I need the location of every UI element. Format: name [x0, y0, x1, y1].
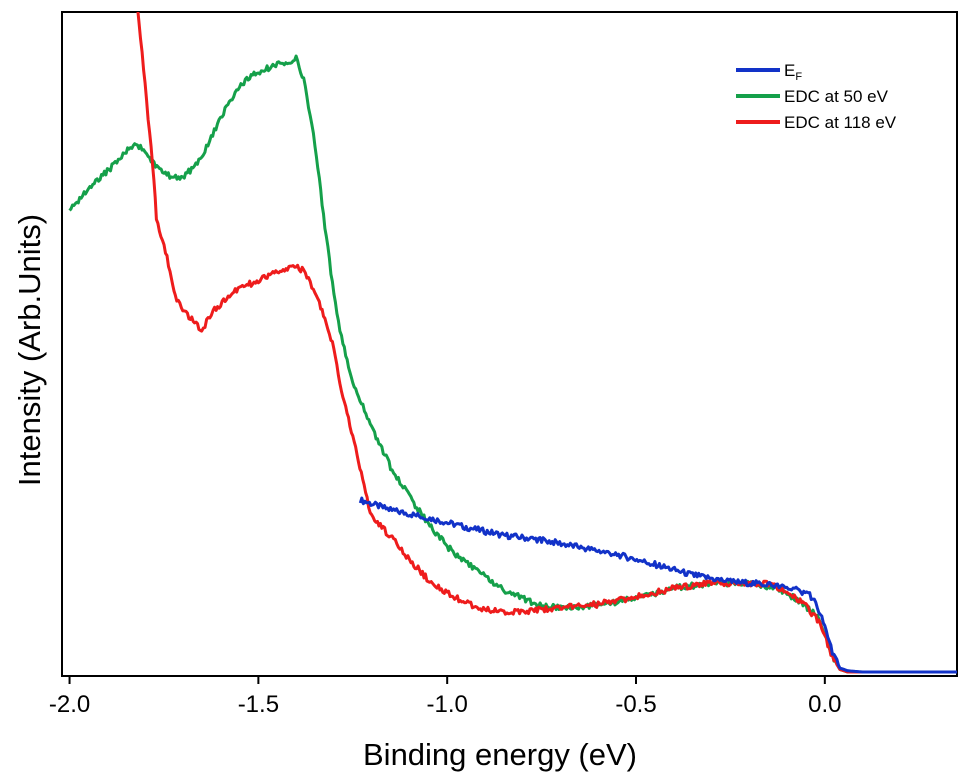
series-line-1 — [68, 54, 957, 674]
series-layer — [68, 12, 957, 674]
legend-label: EDC at 118 eV — [784, 113, 897, 132]
series-line-2 — [136, 12, 957, 674]
x-axis-label: Binding energy (eV) — [363, 737, 637, 772]
legend-label: EDC at 50 eV — [784, 87, 889, 106]
series-line-0 — [358, 496, 957, 674]
x-tick-label: -0.5 — [615, 691, 656, 718]
x-tick-label: 0.0 — [808, 691, 841, 718]
y-axis-label: Intensity (Arb.Units) — [12, 214, 47, 486]
plot-frame — [61, 11, 958, 677]
legend: EF EDC at 50 eV EDC at 118 eV — [736, 61, 897, 132]
legend-label: EF — [784, 61, 802, 83]
x-axis-ticks: -2.0 -1.5 -1.0 -0.5 0.0 — [49, 676, 842, 718]
x-tick-label: -1.0 — [427, 691, 468, 718]
x-tick-label: -2.0 — [49, 691, 90, 718]
x-tick-label: -1.5 — [238, 691, 279, 718]
